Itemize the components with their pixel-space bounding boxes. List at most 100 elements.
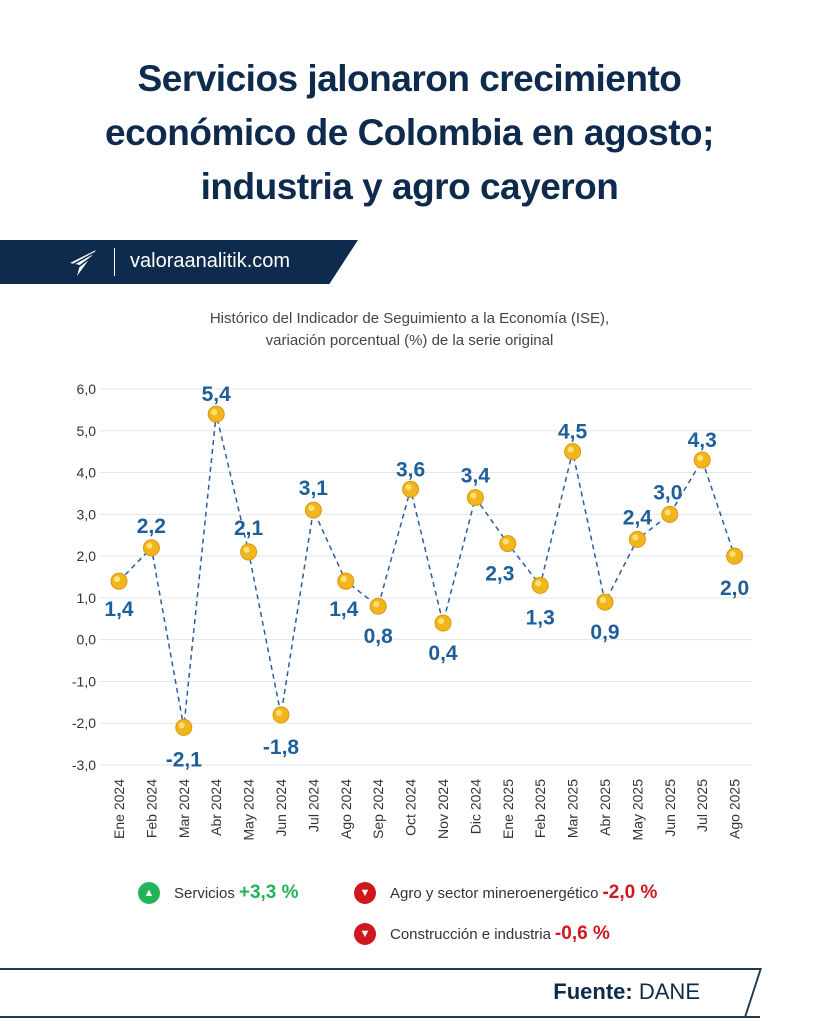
x-tick-label: Ago 2025 [727,779,743,839]
data-label: 1,3 [526,606,555,629]
data-label: 2,4 [623,506,653,529]
y-tick-label: 2,0 [77,548,97,564]
chart-title: Histórico del Indicador de Seguimiento a… [0,308,819,352]
x-tick-label: Mar 2024 [176,779,192,838]
legend-label: Agro y sector mineroenergético [390,884,599,902]
data-label: 5,4 [202,383,232,406]
data-label: 2,0 [720,577,749,600]
data-label: 4,5 [558,421,588,444]
x-tick-label: May 2025 [629,779,645,841]
x-tick-label: Ago 2024 [338,779,354,839]
data-point-highlight [114,576,120,583]
data-point-highlight [502,538,509,545]
data-label: -2,1 [166,748,203,771]
source-value: DANE [638,979,700,1004]
x-tick-label: Oct 2024 [403,779,419,836]
footer-slash [724,968,762,1016]
title-line: industria y agro cayeron [200,166,619,207]
data-point-highlight [211,409,218,416]
data-label: 1,4 [104,598,134,621]
x-tick-label: Ene 2024 [111,779,127,839]
data-label: 3,0 [653,481,682,504]
data-label: 3,1 [299,477,329,500]
chart-title-line: Histórico del Indicador de Seguimiento a… [209,310,610,327]
brand-band: valoraanalitik.com [0,240,358,284]
arrow-down-icon: ▼ [354,923,376,945]
legend-value: -0,6 % [554,923,610,944]
x-tick-label: Ene 2025 [500,779,516,839]
x-tick-label: Feb 2025 [532,779,548,838]
y-tick-label: -3,0 [72,757,96,773]
data-point-highlight [308,505,315,512]
chart-title-line: variación porcentual (%) de la serie ori… [265,332,554,349]
page-title: Servicios jalonaron crecimiento económic… [0,52,819,214]
data-label: 3,6 [396,458,425,481]
x-tick-label: Jul 2025 [694,779,710,832]
data-label: -1,8 [263,736,300,759]
data-label: 2,1 [234,517,264,540]
x-tick-label: Abr 2024 [208,779,224,836]
title-line: económico de Colombia en agosto; [105,112,714,153]
y-tick-label: -1,0 [72,673,96,689]
x-tick-label: Jul 2024 [305,779,321,832]
y-tick-label: 4,0 [77,465,97,481]
data-point-highlight [729,551,736,558]
title-line: Servicios jalonaron crecimiento [137,58,682,99]
data-point-highlight [567,446,574,453]
data-point-highlight [373,601,380,608]
data-point-highlight [535,580,542,587]
data-point-highlight [470,492,477,499]
data-point-highlight [600,597,606,604]
x-tick-label: May 2024 [241,779,257,841]
data-point-highlight [664,509,671,516]
y-tick-label: 3,0 [77,506,97,522]
x-tick-label: Jun 2025 [662,779,678,837]
data-point-highlight [178,722,185,729]
data-label: 1,4 [329,598,359,621]
y-tick-label: 5,0 [77,423,97,439]
x-tick-label: Nov 2024 [435,779,451,839]
data-point-highlight [632,534,639,541]
series-line [118,413,736,728]
data-point-highlight [697,455,704,462]
data-point-highlight [405,484,412,491]
y-tick-label: -2,0 [72,715,96,731]
data-point-highlight [276,709,282,716]
legend-label: Construcción e industria [390,925,551,943]
y-tick-label: 1,0 [77,590,97,606]
x-tick-label: Jun 2024 [273,779,289,837]
line-chart: 6,0 5,0 4,0 3,0 2,0 1,0 0,0 -1,0 -2,0 -3,0 1,4 Ene … [72,381,752,841]
legend-item-construccion: ▼ Construcción e industria -0,6 % [354,923,610,945]
legend-value: +3,3 % [238,882,299,903]
data-label: 4,3 [688,429,717,452]
data-label: 0,9 [590,621,619,644]
y-tick-label: 6,0 [77,381,97,397]
x-tick-label: Sep 2024 [370,779,386,839]
data-label: 0,8 [364,625,394,648]
footer: Fuente: DANE [0,968,762,1018]
data-label: 2,3 [485,563,514,586]
site-name: valoraanalitik.com [130,250,291,272]
x-tick-label: Dic 2024 [467,779,483,834]
data-label: 0,4 [428,642,458,665]
x-tick-label: Mar 2025 [565,779,581,838]
legend-label: Servicios [174,884,235,902]
y-tick-label: 0,0 [77,632,97,648]
paper-plane-logo-icon [70,250,96,276]
data-label: 2,2 [137,515,166,538]
legend-item-servicios: ▲ Servicios +3,3 % [138,882,299,904]
legend-item-agro: ▼ Agro y sector mineroenergético -2,0 % [354,882,657,904]
data-point-highlight [243,546,250,553]
arrow-down-icon: ▼ [354,882,376,904]
source-label: Fuente: [553,979,633,1004]
divider [114,248,115,276]
x-tick-label: Feb 2024 [143,779,159,838]
data-point-highlight [340,576,347,583]
data-point-highlight [146,542,153,549]
legend-value: -2,0 % [602,882,658,903]
data-point-highlight [438,617,444,624]
source: Fuente: DANE [553,979,700,1005]
arrow-up-icon: ▲ [138,882,160,904]
x-tick-label: Abr 2025 [597,779,613,836]
data-label: 3,4 [461,465,491,488]
